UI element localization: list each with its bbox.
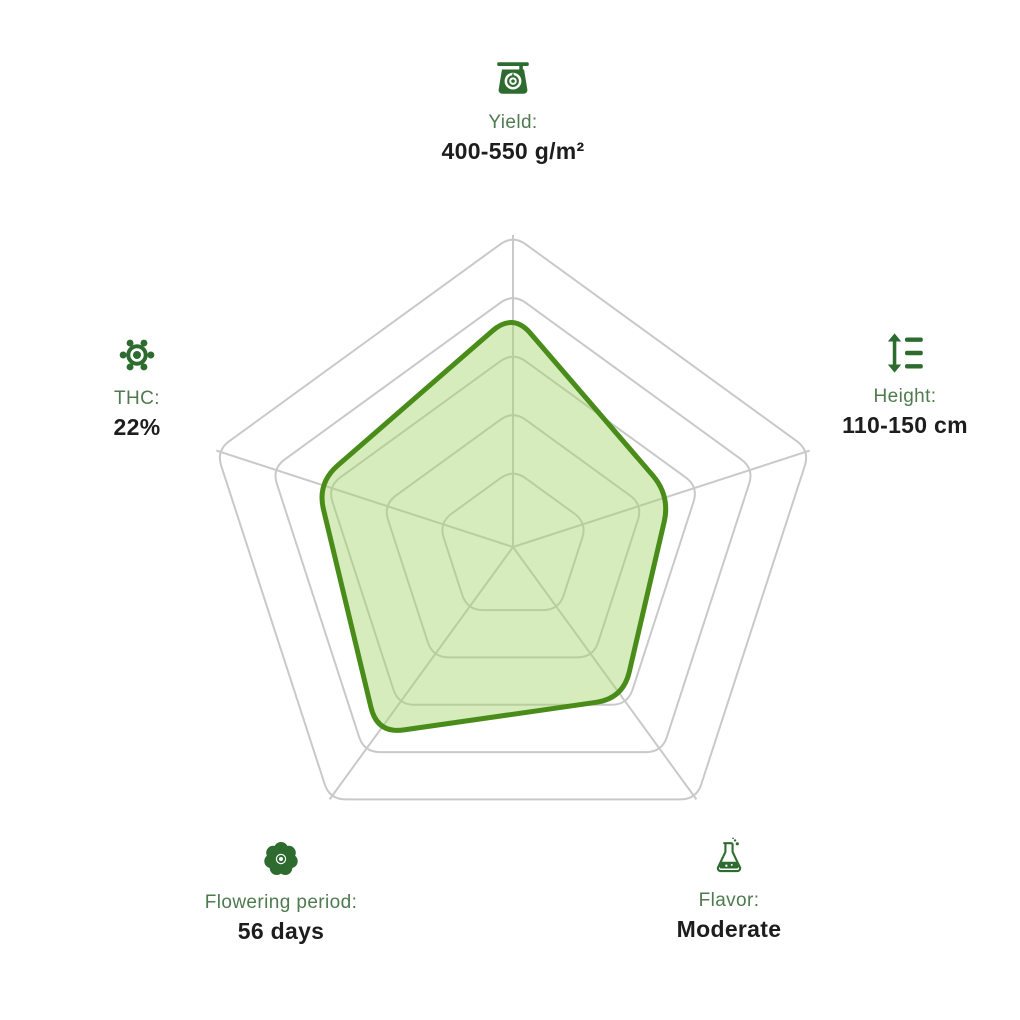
- axis-height-value: 110-150 cm: [842, 412, 968, 438]
- radar-grid-ring: [385, 414, 641, 659]
- axis-thc-value: 22%: [113, 414, 161, 440]
- axis-yield-label: Yield:: [488, 112, 538, 133]
- axis-height-label: Height:: [873, 386, 937, 407]
- axis-flowering-label: Flowering period:: [204, 892, 358, 913]
- radar-spoke: [328, 546, 514, 800]
- axis-thc-label: THC:: [114, 388, 160, 409]
- atom-icon: [116, 332, 158, 378]
- height-icon: [882, 330, 928, 376]
- axis-thc: THC: 22%: [0, 332, 317, 441]
- scale-icon: [492, 56, 534, 102]
- radar-spoke: [512, 546, 698, 800]
- axis-yield: Yield: 400-550 g/m²: [333, 56, 693, 165]
- radar-data-polygon: [319, 320, 669, 733]
- axis-height: Height: 110-150 cm: [725, 330, 1020, 439]
- radar-spoke: [215, 449, 514, 548]
- radar-grid-ring: [274, 297, 752, 754]
- axis-yield-value: 400-550 g/m²: [441, 138, 585, 164]
- axis-flavor-value: Moderate: [676, 916, 782, 942]
- radar-grid-ring: [441, 472, 585, 612]
- radar-grid-ring: [330, 355, 696, 706]
- radar-grid-ring: [218, 238, 808, 801]
- radar-spoke: [512, 449, 811, 548]
- axis-flowering: Flowering period: 56 days: [101, 836, 461, 945]
- axis-flowering-value: 56 days: [237, 918, 325, 944]
- flower-icon: [261, 836, 301, 882]
- flask-icon: [708, 834, 750, 880]
- axis-flavor-label: Flavor:: [698, 890, 760, 911]
- axis-flavor: Flavor: Moderate: [549, 834, 909, 943]
